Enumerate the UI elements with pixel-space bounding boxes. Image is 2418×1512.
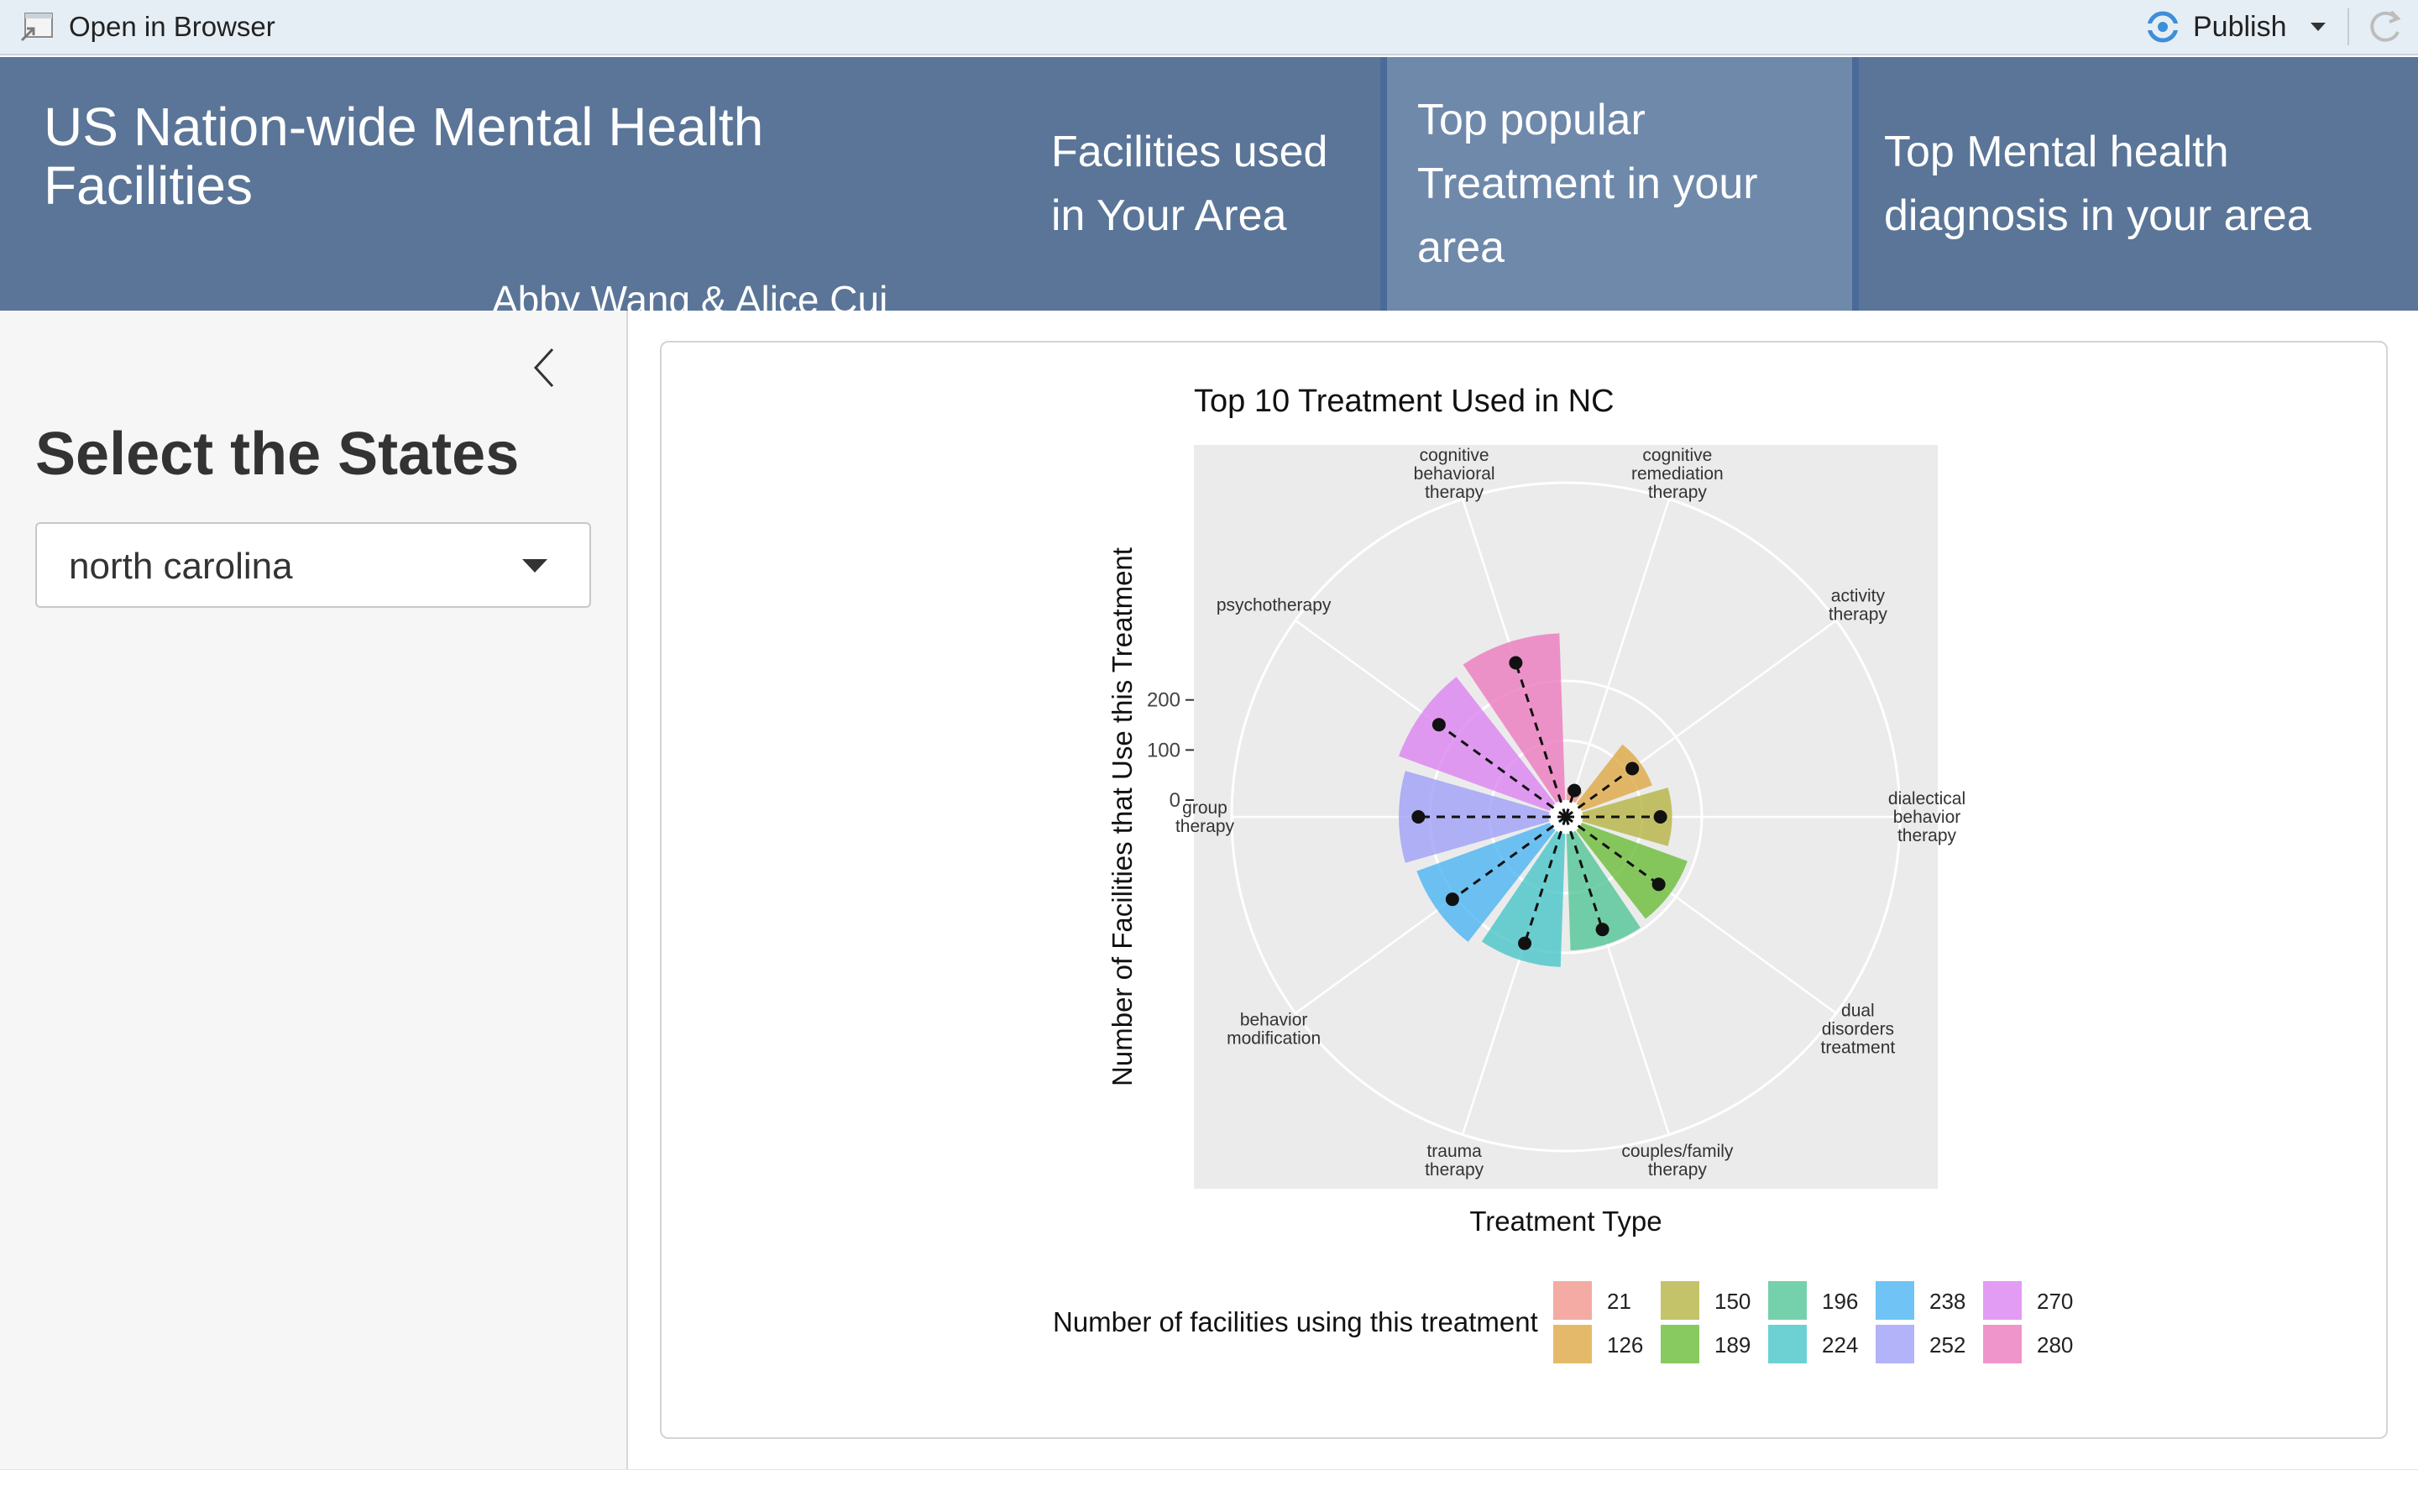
bar-couples-family-therapy [1566, 830, 1641, 951]
bar-leader-line [1438, 724, 1567, 819]
legend-label: 196 [1822, 1289, 1858, 1314]
chart-card: cognitive remediation therapy activity thera… [660, 341, 2388, 1439]
category-label: trauma therapy [1425, 1142, 1484, 1180]
open-in-browser-label: Open in Browser [69, 11, 275, 42]
legend-swatch [1553, 1325, 1592, 1363]
app-title: US Nation-wide Mental Health Facilities [44, 97, 764, 216]
legend-swatch [1768, 1281, 1807, 1320]
y-axis-label: Number of Facilities that Use this Treat… [1107, 547, 1138, 1086]
tab-label-line: Top Mental health [1884, 128, 2229, 176]
category-label: group therapy [1175, 798, 1235, 836]
bar-leader-line [1514, 662, 1568, 818]
open-browser-icon [20, 13, 53, 42]
bar-point [1411, 810, 1426, 824]
y-tick-label: 200 [1147, 689, 1180, 712]
category-label: cognitive behavioral therapy [1414, 446, 1495, 502]
bar-dual-disorders-treatment [1576, 822, 1688, 919]
bar-point [1518, 936, 1532, 950]
category-label: behavior modification [1227, 1011, 1321, 1049]
refresh-icon[interactable] [2366, 7, 2405, 47]
bar-point [1653, 810, 1667, 824]
y-tick-label: 100 [1147, 739, 1180, 761]
legend-swatch [1876, 1281, 1914, 1320]
bar-behavior-modification [1416, 822, 1556, 942]
grid-spoke [1564, 499, 1671, 818]
legend-label: 280 [2037, 1332, 2073, 1358]
category-label: activity therapy [1829, 586, 1888, 624]
bar-cognitive-behavioral-therapy [1463, 633, 1566, 803]
bar-leader-line [1523, 816, 1568, 944]
legend-swatch [1983, 1325, 2022, 1363]
state-select-value: north carolina [69, 546, 293, 587]
category-label: dialectical behavior therapy [1888, 789, 1965, 845]
bar-leader-line [1452, 815, 1567, 901]
tab-divider [1852, 57, 1859, 311]
legend-swatch [1768, 1325, 1807, 1363]
category-label: psychotherapy [1217, 595, 1332, 615]
publish-label: Publish [2193, 10, 2287, 43]
x-axis-label: Treatment Type [1469, 1206, 1662, 1237]
bar-leader-line [1564, 816, 1604, 930]
bar-point [1445, 892, 1459, 907]
viewer-toolbar: Open in Browser Publish [0, 0, 2418, 55]
bar-point [1509, 656, 1523, 670]
tab-divider [1380, 57, 1387, 311]
bar-psychotherapy [1399, 677, 1556, 812]
bar-trauma-therapy [1481, 830, 1566, 967]
legend-label: 270 [2037, 1289, 2073, 1314]
tab-top-diagnosis[interactable]: Top Mental health diagnosis in your area [1857, 57, 2418, 311]
tab-top-popular-treatment[interactable]: Top popular Treatment in your area [1387, 57, 1854, 311]
legend-swatch [1553, 1281, 1592, 1320]
category-label: couples/family therapy [1621, 1142, 1734, 1180]
app-navbar: US Nation-wide Mental Health Facilities … [0, 57, 2418, 322]
bar-point [1431, 718, 1446, 732]
tab-label-line: diagnosis in your area [1884, 191, 2311, 240]
legend-swatch [1661, 1281, 1699, 1320]
legend-label: 150 [1714, 1289, 1751, 1314]
tab-label-line: Top popular [1417, 96, 1646, 144]
state-select[interactable]: north carolina [35, 522, 591, 608]
bar-point [1625, 761, 1640, 776]
caret-down-icon [522, 559, 547, 573]
page-footer-area [0, 1469, 2418, 1512]
category-label: cognitive remediation therapy [1631, 446, 1724, 502]
legend-swatch [1876, 1325, 1914, 1363]
sidebar-title: Select the States [35, 421, 520, 488]
chevron-left-icon[interactable] [529, 346, 559, 390]
polar-bar-chart: cognitive remediation therapy activity thera… [1053, 384, 2073, 1363]
tab-label-line: Treatment in your [1417, 160, 1758, 208]
chart-title: Top 10 Treatment Used in NC [1194, 384, 1615, 419]
sidebar: Select the States north carolina [0, 311, 628, 1469]
legend-title: Number of facilities using this treatmen… [1053, 1306, 1538, 1337]
bar-point [1595, 923, 1609, 937]
legend-label: 189 [1714, 1332, 1751, 1358]
tab-label-line: Facilities used [1051, 128, 1328, 176]
y-tick-label: 0 [1170, 789, 1180, 812]
legend-label: 224 [1822, 1332, 1858, 1358]
bar-leader-line [1565, 815, 1660, 886]
legend-label: 252 [1929, 1332, 1965, 1358]
category-label: dual disorders treatment [1821, 1002, 1896, 1058]
legend-label: 21 [1607, 1289, 1631, 1314]
tab-facilities-used[interactable]: Facilities used in Your Area [1018, 57, 1384, 311]
legend-label: 126 [1607, 1332, 1643, 1358]
legend-swatch [1983, 1281, 2022, 1320]
bar-point [1568, 783, 1582, 798]
toolbar-divider [2347, 8, 2349, 45]
publish-button[interactable]: Publish [2141, 8, 2327, 45]
legend-swatch [1661, 1325, 1699, 1363]
tab-label-line: area [1417, 223, 1505, 272]
open-in-browser-button[interactable]: Open in Browser [18, 10, 275, 44]
bar-leader-line [1565, 767, 1634, 819]
chevron-down-icon[interactable] [2309, 21, 2327, 33]
tab-label-line: in Your Area [1051, 191, 1287, 240]
publish-icon [2143, 11, 2183, 43]
bar-point [1651, 877, 1666, 892]
legend-label: 238 [1929, 1289, 1965, 1314]
